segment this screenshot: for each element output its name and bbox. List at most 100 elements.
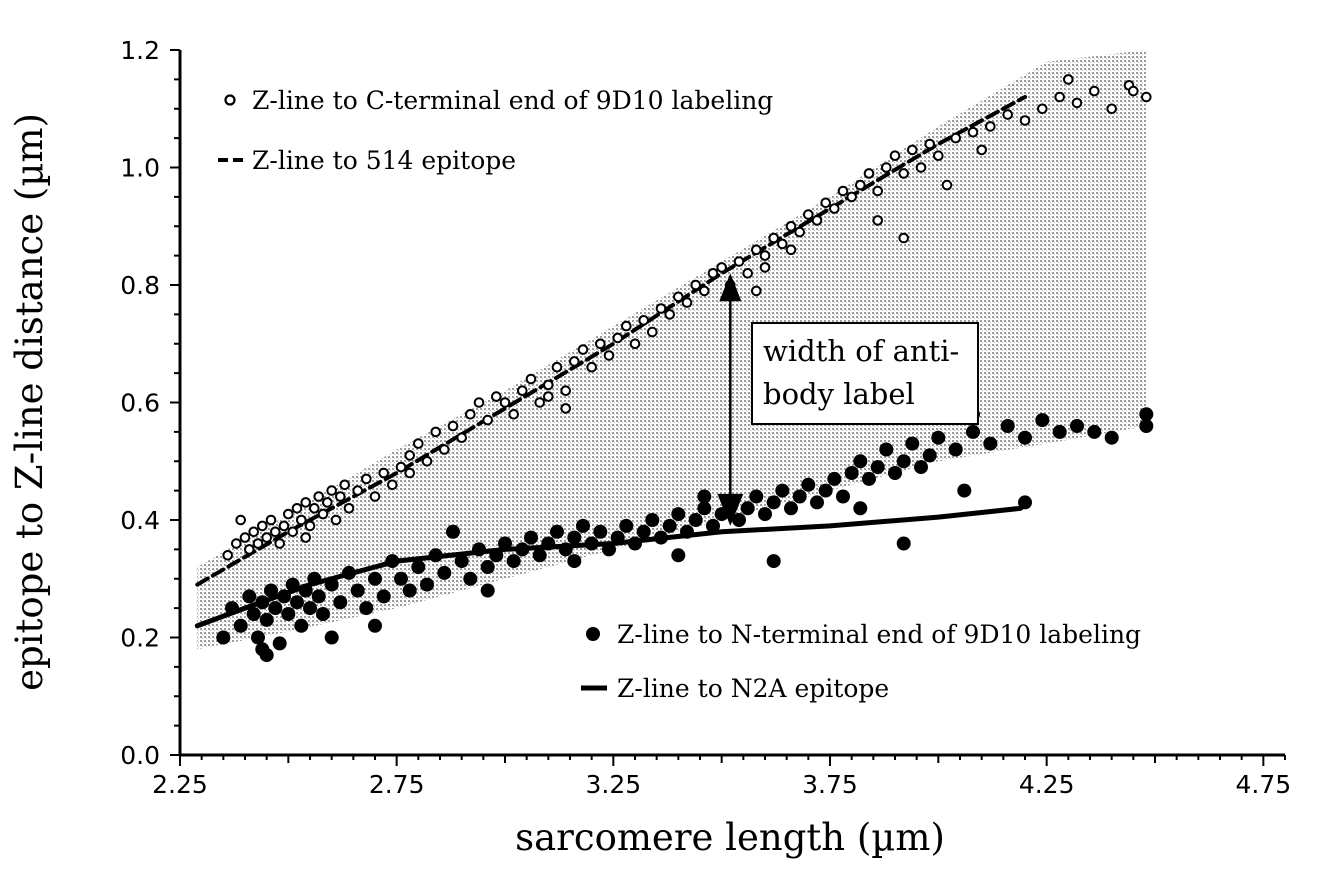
filled-circle-point	[472, 542, 486, 557]
open-circle-point	[1128, 85, 1139, 97]
open-circle-point	[326, 485, 338, 496]
open-circle-point	[595, 338, 606, 350]
filled-circle-point	[914, 460, 928, 475]
filled-circle-point	[671, 548, 686, 563]
open-circle-point	[655, 303, 667, 314]
filled-circle-point	[853, 501, 868, 516]
filled-circle-point	[636, 524, 651, 539]
legend-label-n2a-epitope: Z-line to N2A epitope	[617, 674, 889, 703]
open-circle-point	[1019, 115, 1031, 126]
open-circle-point	[270, 526, 281, 538]
filled-circle-point	[966, 424, 980, 439]
filled-circle-point	[268, 601, 283, 616]
filled-circle-point	[264, 583, 278, 598]
filled-circle-point	[827, 471, 842, 486]
filled-circle-point	[1070, 419, 1084, 433]
open-circle-point	[447, 420, 459, 432]
filled-circle-point	[1087, 424, 1102, 439]
open-circle-point	[222, 550, 233, 561]
open-circle-point	[287, 526, 299, 538]
filled-circle-point	[1104, 430, 1119, 445]
open-circle-point	[603, 350, 615, 361]
filled-circle-point	[303, 601, 317, 616]
filled-circle-point	[385, 554, 400, 569]
open-circle-point	[872, 185, 884, 197]
filled-circle-point	[619, 518, 634, 533]
open-circle-point	[543, 391, 554, 402]
y-tick-label: 0.8	[120, 271, 160, 300]
legend-filled-circle-marker	[586, 627, 600, 641]
filled-circle-point	[515, 542, 530, 557]
y-tick-label: 0.6	[120, 389, 160, 418]
filled-circle-point	[628, 536, 642, 551]
filled-circle-point	[225, 601, 239, 616]
filled-circle-point	[654, 530, 668, 545]
open-circle-point	[1054, 91, 1065, 103]
filled-circle-point	[688, 513, 703, 527]
open-circle-point	[855, 179, 866, 191]
filled-circle-point	[281, 607, 296, 621]
filled-circle-point	[437, 565, 452, 580]
filled-circle-point	[277, 589, 291, 604]
legend: Z-line to C-terminal end of 9D10 labelin…	[218, 86, 1141, 703]
open-circle-point	[339, 479, 351, 491]
open-circle-point	[1089, 85, 1100, 97]
annotation-line1: width of anti-	[763, 334, 959, 368]
x-tick-label: 4.25	[1019, 770, 1075, 799]
filled-circle-point	[480, 560, 495, 574]
open-circle-point	[361, 473, 372, 485]
open-circle-point	[456, 432, 468, 444]
open-circle-point	[785, 244, 797, 256]
open-circle-point	[621, 320, 632, 332]
filled-circle-point	[290, 595, 304, 610]
filled-circle-point	[931, 430, 946, 445]
open-circle-point	[759, 250, 771, 261]
filled-circle-point	[957, 483, 972, 498]
filled-circle-point	[740, 501, 755, 516]
open-circle-point	[369, 491, 381, 502]
filled-circle-point	[233, 618, 248, 633]
filled-circle-point	[732, 513, 746, 527]
filled-circle-point	[446, 524, 460, 539]
filled-circle-point	[428, 548, 443, 563]
y-tick-label: 0.0	[120, 741, 160, 770]
filled-circle-point	[463, 571, 478, 586]
open-circle-point	[257, 520, 268, 532]
filled-circle-point	[541, 536, 556, 551]
annotation-arrow-down-icon	[717, 493, 744, 526]
width-annotation: width of anti- body label	[717, 273, 979, 526]
y-tick-label: 0.2	[120, 624, 160, 653]
filled-circle-point	[593, 524, 608, 539]
filled-circle-point	[888, 466, 902, 480]
open-circle-point	[473, 397, 485, 408]
open-circle-point	[1037, 103, 1048, 115]
open-circle-point	[924, 138, 936, 150]
annotation-box	[751, 322, 979, 425]
open-circle-point	[239, 532, 251, 543]
filled-circle-point	[801, 477, 816, 492]
open-circle-point	[803, 209, 814, 220]
open-circle-point	[300, 497, 312, 508]
filled-circle-point	[359, 601, 374, 616]
filled-circle-point	[1035, 413, 1050, 428]
filled-circle-point	[1139, 419, 1154, 433]
open-circle-point	[387, 479, 398, 491]
open-circle-point	[278, 520, 290, 532]
filled-circle-point	[784, 501, 798, 516]
filled-circle-point	[368, 618, 382, 633]
x-tick-label: 3.25	[585, 770, 641, 799]
open-circle-point	[985, 121, 996, 132]
open-circle-point	[352, 485, 364, 496]
filled-circle-point	[324, 630, 339, 645]
open-circle-point	[330, 514, 342, 526]
open-circle-point	[517, 385, 528, 397]
filled-circle-point	[766, 495, 781, 510]
filled-circle-point	[216, 630, 231, 645]
filled-circle-point	[246, 607, 261, 621]
filled-circle-point	[879, 442, 894, 457]
filled-circle-point	[259, 612, 274, 627]
filled-circle-point	[1000, 419, 1015, 433]
open-circle-point	[499, 397, 511, 408]
open-circle-point	[664, 309, 676, 320]
open-circle-point	[304, 520, 316, 532]
